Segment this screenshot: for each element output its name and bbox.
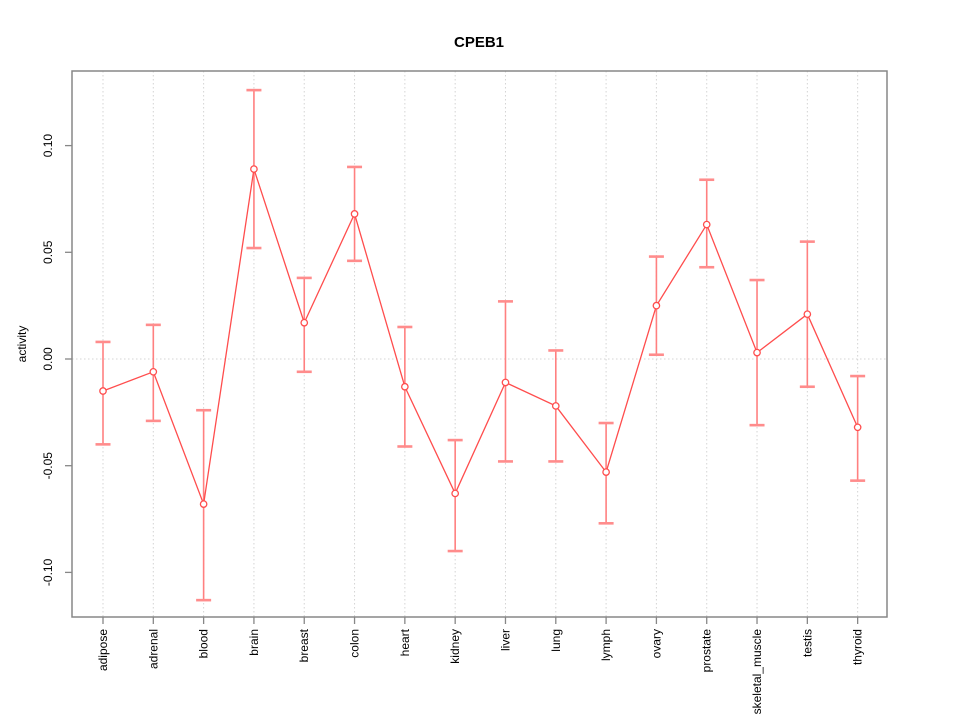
y-tick-label: -0.05 (41, 452, 55, 480)
plot-border (71, 70, 888, 618)
x-tick-label: brain (247, 629, 261, 656)
data-point (803, 310, 812, 319)
x-tick-label: adrenal (146, 629, 160, 669)
series-line (102, 168, 859, 507)
x-tick-label: prostate (700, 629, 714, 673)
data-point (350, 210, 359, 218)
x-tick-label: ovary (649, 629, 663, 658)
x-tick-label: breast (297, 628, 311, 662)
y-tick-label: -0.10 (41, 558, 55, 586)
x-tick-label: lung (549, 629, 563, 652)
data-point (451, 489, 460, 498)
error-bar-layer (95, 88, 866, 602)
data-point (853, 423, 862, 432)
data-point (702, 220, 711, 229)
data-point (250, 165, 258, 173)
x-tick-label: colon (348, 629, 362, 658)
x-tick-label: blood (197, 629, 211, 658)
x-tick-label: thyroid (851, 629, 865, 665)
gridline-layer (72, 71, 887, 617)
y-tick-label: 0.05 (41, 240, 55, 264)
data-point (401, 382, 409, 391)
data-point (99, 387, 107, 395)
x-tick-label: skeletal_muscle (750, 629, 764, 715)
x-tick-label: heart (398, 628, 412, 656)
x-tick-label: adipose (96, 629, 110, 671)
x-tick-label: liver (498, 629, 512, 651)
data-point (652, 301, 661, 310)
data-point (149, 367, 158, 376)
y-tick-label: 0.00 (41, 347, 55, 371)
data-series-layer (99, 165, 862, 508)
axis-tick-label-layer: -0.10 -0.05 0.00 0.05 0.10 adipose adrenal bloo… (41, 134, 865, 715)
data-point (199, 500, 208, 508)
x-tick-label: lymph (599, 629, 613, 661)
x-tick-label: testis (800, 629, 814, 657)
chart-title: CPEB1 (454, 34, 504, 51)
data-point (753, 348, 761, 357)
data-point (602, 468, 610, 476)
y-tick-label: 0.10 (41, 134, 55, 158)
y-axis-title: activity (15, 326, 29, 363)
data-point (551, 402, 560, 410)
x-tick-label: kidney (448, 629, 462, 664)
data-point (501, 378, 510, 387)
data-point (300, 318, 309, 327)
axis-tick-layer (65, 144, 859, 624)
